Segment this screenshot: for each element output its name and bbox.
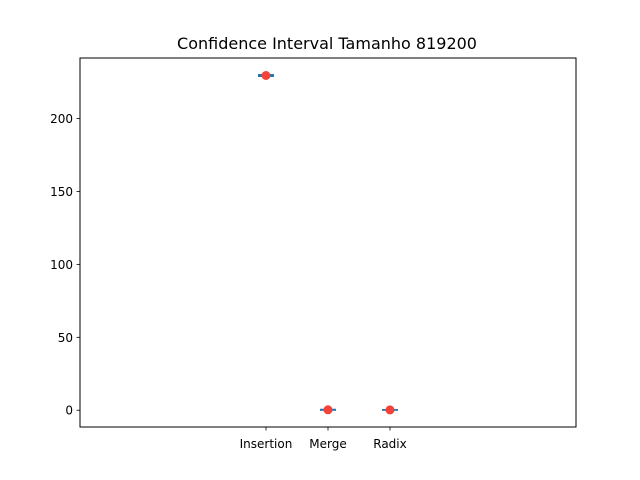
x-tick-label: Radix xyxy=(373,437,406,451)
x-tick-label: Insertion xyxy=(240,437,293,451)
chart-title: Confidence Interval Tamanho 819200 xyxy=(177,34,477,53)
y-tick-label: 0 xyxy=(65,404,73,418)
mean-point xyxy=(385,405,395,415)
x-axis: Insertion Merge Radix xyxy=(240,427,407,451)
mean-point xyxy=(323,405,333,415)
y-tick-label: 50 xyxy=(58,331,73,345)
mean-point xyxy=(261,71,271,81)
y-tick-label: 200 xyxy=(50,112,73,126)
x-tick-label: Merge xyxy=(309,437,346,451)
y-tick-label: 150 xyxy=(50,185,73,199)
plot-frame xyxy=(79,57,577,428)
data-marks xyxy=(258,71,398,415)
y-axis: 0 50 100 150 200 xyxy=(50,112,80,418)
y-tick-label: 100 xyxy=(50,258,73,272)
